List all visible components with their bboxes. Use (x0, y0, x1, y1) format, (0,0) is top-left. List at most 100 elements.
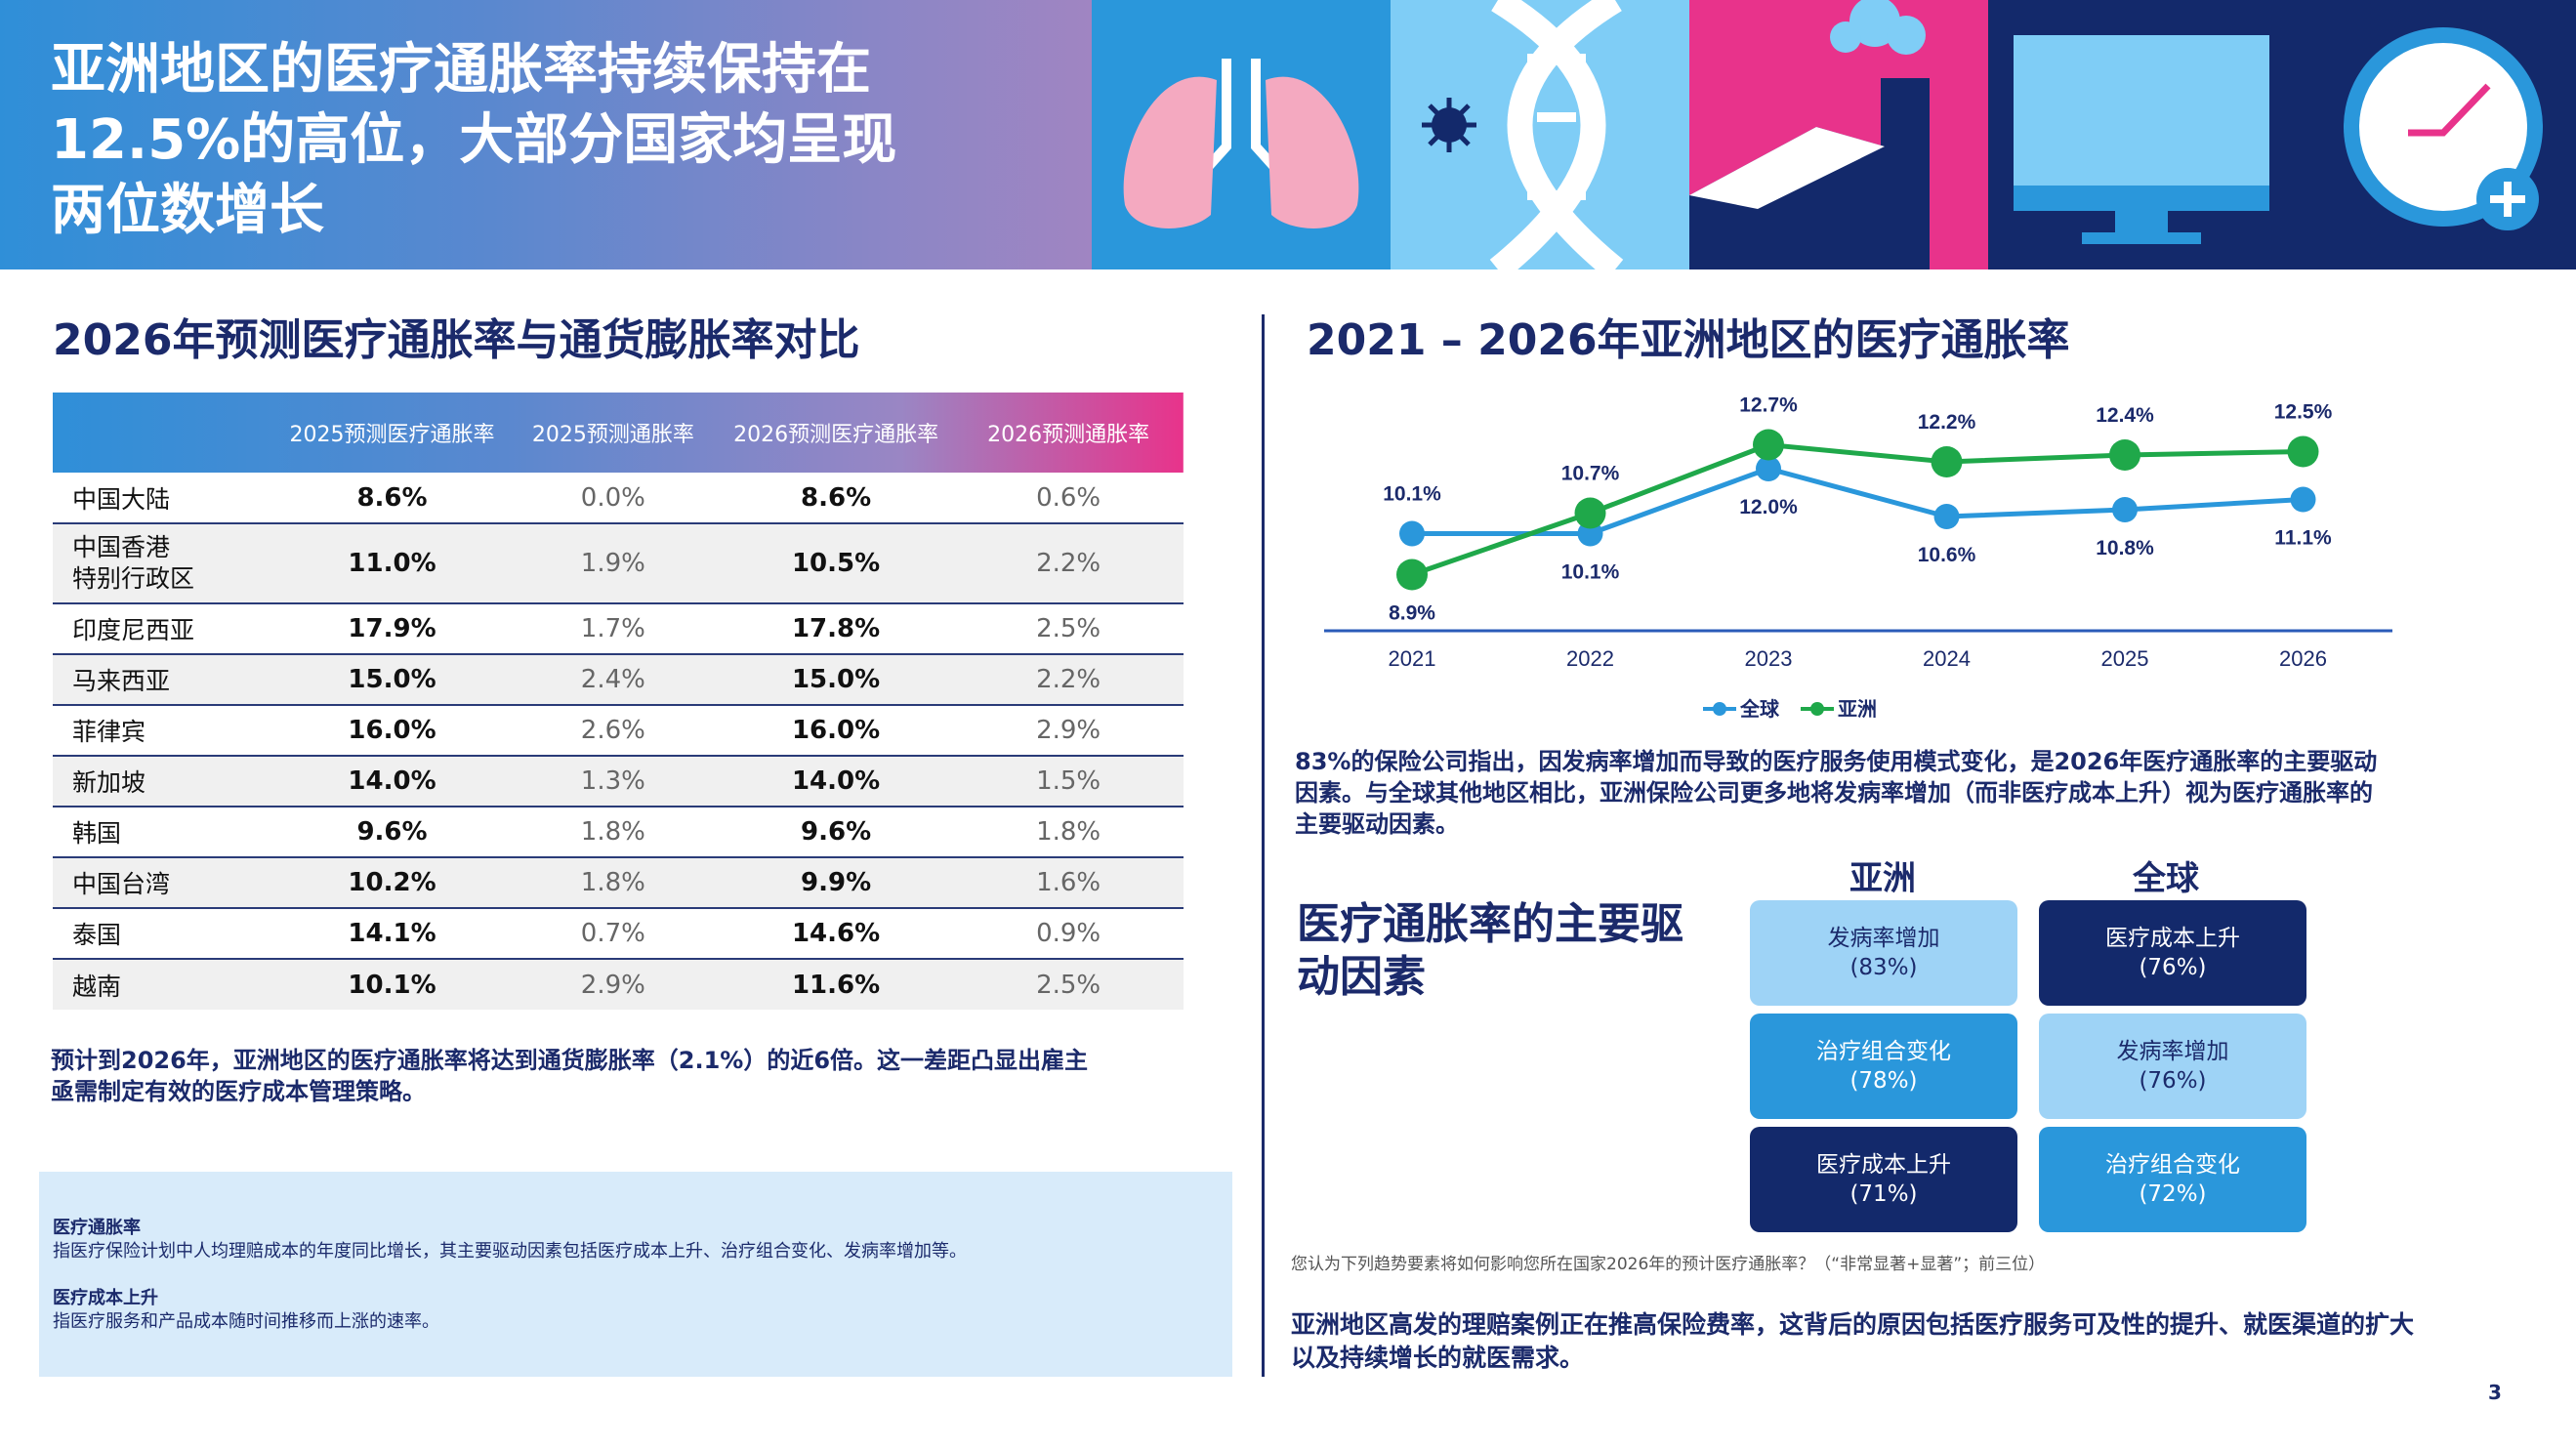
definition-term: 医疗成本上升 (53, 1288, 158, 1308)
line-chart: 2021 2022 2023 2024 2025 2026 10.1% 10.1% 12.0% 1… (1324, 394, 2392, 721)
table-cell: 2.9% (953, 705, 1184, 757)
table-header: 2026预测医疗通胀率 (733, 423, 939, 447)
table-row: 菲律宾 16.0% 2.6% 16.0% 2.9% (53, 705, 1184, 757)
country-name: 中国大陆 (53, 473, 277, 524)
data-label: 12.0% (1739, 496, 1798, 518)
x-tick-label: 2021 (1389, 646, 1436, 671)
table-cell: 1.5% (953, 756, 1184, 807)
table-cell: 1.6% (953, 857, 1184, 909)
country-name: 印度尼西亚 (53, 603, 277, 655)
table-cell: 2.9% (507, 959, 719, 1010)
legend-label: 全球 (1739, 697, 1780, 721)
table-cell: 0.0% (507, 473, 719, 524)
table-cell: 1.8% (953, 807, 1184, 858)
table-header-row: 2025预测医疗通胀率 2025预测通胀率 2026预测医疗通胀率 2026预测… (53, 393, 1184, 473)
table-cell: 17.8% (718, 603, 954, 655)
table-cell: 2.4% (507, 654, 719, 706)
factory-tile (1689, 0, 1988, 269)
lungs-tile (1092, 0, 1391, 269)
clock-tile (2287, 0, 2576, 269)
table-cell: 10.1% (276, 959, 508, 1010)
data-label: 10.1% (1561, 561, 1620, 584)
table-row: 泰国 14.1% 0.7% 14.6% 0.9% (53, 908, 1184, 960)
country-name: 越南 (53, 959, 277, 1010)
table-row: 马来西亚 15.0% 2.4% 15.0% 2.2% (53, 654, 1184, 706)
country-name: 泰国 (53, 908, 277, 960)
definitions-box (39, 1172, 1232, 1377)
monitor-icon (2014, 35, 2269, 244)
drivers-heading: 医疗通胀率的主要驱 动因素 (1297, 899, 1683, 1002)
header-banner: 亚洲地区的医疗通胀率持续保持在 12.5%的高位，大部分国家均呈现 两位数增长 (0, 0, 2576, 269)
table-cell: 14.6% (718, 908, 954, 960)
data-point (1574, 497, 1606, 529)
data-label: 12.2% (1918, 411, 1976, 434)
country-name: 菲律宾 (53, 705, 277, 757)
table-cell: 15.0% (718, 654, 954, 706)
data-label: 12.7% (1739, 394, 1798, 417)
monitor-tile (1988, 0, 2287, 269)
data-point (1396, 559, 1428, 591)
lungs-icon (1123, 59, 1359, 228)
x-tick-label: 2023 (1745, 646, 1793, 671)
table-cell: 16.0% (276, 705, 508, 757)
rates-table: 2025预测医疗通胀率 2025预测通胀率 2026预测医疗通胀率 2026预测… (53, 393, 1184, 1010)
banner-gradient (0, 0, 1092, 269)
dna-tile (1391, 0, 1689, 269)
table-cell: 14.0% (276, 756, 508, 807)
table-cell: 14.1% (276, 908, 508, 960)
data-point (1753, 429, 1784, 461)
series-line-global (1412, 466, 2304, 536)
table-row: 中国大陆 8.6% 0.0% 8.6% 0.6% (53, 473, 1184, 524)
table-section-title: 2026年预测医疗通胀率与通货膨胀率对比 (53, 315, 860, 365)
page-number: 3 (2488, 1381, 2502, 1404)
table-cell: 1.9% (507, 523, 719, 604)
vertical-divider (1262, 314, 1265, 1377)
table-row: 新加坡 14.0% 1.3% 14.0% 1.5% (53, 756, 1184, 807)
data-point (1931, 446, 1963, 477)
table-row: 韩国 9.6% 1.8% 9.6% 1.8% (53, 807, 1184, 858)
table-cell: 17.9% (276, 603, 508, 655)
table-cell: 1.8% (507, 807, 719, 858)
definition-text: 指医疗服务和产品成本随时间推移而上涨的速率。 (53, 1311, 439, 1332)
table-cell: 1.7% (507, 603, 719, 655)
data-point (1933, 504, 1960, 529)
x-tick-label: 2024 (1923, 646, 1971, 671)
asia-driver-box: 发病率增加 (83%) (1750, 900, 2017, 1006)
table-cell: 16.0% (718, 705, 954, 757)
table-header-blank (53, 393, 276, 473)
x-tick-label: 2025 (2101, 646, 2149, 671)
table-row: 印度尼西亚 17.9% 1.7% 17.8% 2.5% (53, 603, 1184, 655)
global-driver-box: 医疗成本上升 (76%) (2039, 900, 2306, 1006)
global-driver-box: 发病率增加 (76%) (2039, 1014, 2306, 1119)
table-cell: 9.6% (718, 807, 954, 858)
data-point (2287, 435, 2319, 468)
legend-marker (1810, 702, 1824, 716)
table-header: 2025预测通胀率 (531, 423, 694, 447)
global-driver-box: 治疗组合变化 (72%) (2039, 1127, 2306, 1232)
table-cell: 15.0% (276, 654, 508, 706)
data-label: 10.1% (1383, 483, 1441, 506)
table-header: 2025预测医疗通胀率 (289, 423, 495, 447)
country-name: 中国台湾 (53, 857, 277, 909)
table-cell: 11.0% (276, 523, 508, 604)
table-cell: 2.6% (507, 705, 719, 757)
table-summary: 预计到2026年，亚洲地区的医疗通胀率将达到通货膨胀率（2.1%）的近6倍。这一… (51, 1047, 1089, 1105)
country-name: 韩国 (53, 807, 277, 858)
country-name: 中国香港 特别行政区 (53, 523, 277, 604)
definition-text: 指医疗保险计划中人均理赔成本的年度同比增长，其主要驱动因素包括医疗成本上升、治疗… (53, 1241, 967, 1262)
table-cell: 2.5% (953, 959, 1184, 1010)
country-name: 马来西亚 (53, 654, 277, 706)
data-point (1756, 456, 1781, 481)
chart-section-title: 2021 – 2026年亚洲地区的医疗通胀率 (1307, 315, 2070, 365)
table-cell: 9.9% (718, 857, 954, 909)
x-tick-label: 2026 (2279, 646, 2327, 671)
country-name: 新加坡 (53, 756, 277, 807)
page-title: 亚洲地区的医疗通胀率持续保持在 12.5%的高位，大部分国家均呈现 两位数增长 (51, 38, 897, 242)
data-label: 11.1% (2274, 527, 2332, 550)
table-header: 2026预测通胀率 (987, 423, 1150, 447)
table-cell: 0.6% (953, 473, 1184, 524)
definition-term: 医疗通胀率 (53, 1218, 141, 1238)
legend-label: 亚洲 (1838, 698, 1877, 721)
table-cell: 2.2% (953, 523, 1184, 604)
definitions: 医疗通胀率 指医疗保险计划中人均理赔成本的年度同比增长，其主要驱动因素包括医疗成… (53, 1217, 1215, 1334)
